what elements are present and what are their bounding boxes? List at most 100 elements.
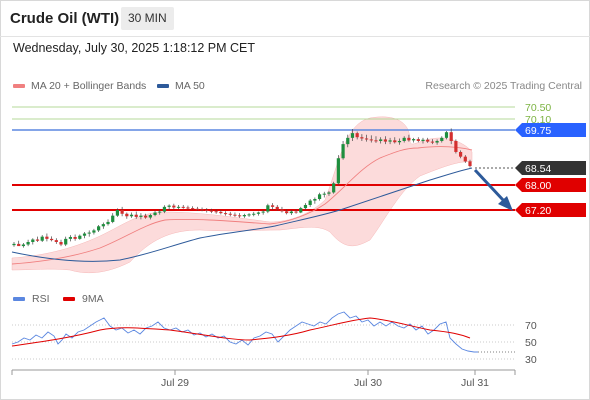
candle-body-up xyxy=(444,132,449,138)
rsi-legend: RSI 9MA xyxy=(13,293,104,305)
candle-body-down xyxy=(294,211,298,213)
candle-body-up xyxy=(31,239,35,242)
price-tag-support-6720: 67.20 xyxy=(515,203,586,217)
candle-body-up xyxy=(40,236,44,241)
candle-body-down xyxy=(219,211,223,214)
candle-body-up xyxy=(12,243,16,246)
candle-body-down xyxy=(430,141,434,143)
candle-body-up xyxy=(78,235,82,239)
candle-body-down xyxy=(50,238,54,241)
candle-body-up xyxy=(26,242,30,245)
candle-body-down xyxy=(45,236,49,239)
candle-body-up xyxy=(252,213,256,215)
9ma-legend-label: 9MA xyxy=(82,293,104,305)
price-tag-6720-text: 67.20 xyxy=(525,205,551,217)
candle-body-up xyxy=(317,194,322,200)
ma50-legend-label: MA 50 xyxy=(175,80,205,92)
candle-body-up xyxy=(68,236,73,239)
candle-body-down xyxy=(374,140,378,142)
candle-body-up xyxy=(346,137,350,145)
candle-body-up xyxy=(148,215,152,218)
candle-body-down xyxy=(270,205,275,207)
candle-body-down xyxy=(280,209,284,212)
candle-body-down xyxy=(35,239,40,241)
legend-ma50: MA 50 xyxy=(157,80,205,92)
rsi-swatch-icon xyxy=(13,297,25,301)
candle-body-down xyxy=(205,210,209,211)
candle-body-up xyxy=(256,212,261,214)
candle-body-down xyxy=(181,206,185,208)
candle-body-up xyxy=(379,139,383,141)
price-tag-resistance-6975: 69.75 xyxy=(515,123,586,137)
candle-body-up xyxy=(64,238,68,245)
widget-header: Crude Oil (WTI) 30 MIN xyxy=(0,0,590,37)
ma20-line xyxy=(11,146,473,265)
candle-body-down xyxy=(186,207,190,209)
candle-body-up xyxy=(106,221,110,225)
candlestick-series xyxy=(12,128,472,248)
price-tag-6800-text: 68.00 xyxy=(525,180,551,192)
candle-body-down xyxy=(134,214,138,217)
candle-body-up xyxy=(313,199,317,201)
candle-body-down xyxy=(200,209,204,211)
candle-body-down xyxy=(191,208,195,210)
candle-body-down xyxy=(209,210,214,212)
candle-body-down xyxy=(383,139,387,142)
interval-button[interactable]: 30 MIN xyxy=(121,7,174,30)
candle-body-up xyxy=(158,211,162,213)
candle-body-up xyxy=(327,192,331,194)
candle-body-down xyxy=(17,243,21,247)
candle-body-down xyxy=(426,139,430,142)
candle-body-up xyxy=(87,232,91,234)
ma50-line xyxy=(11,167,473,262)
research-credit: Research © 2025 Trading Central xyxy=(425,80,582,92)
candle-body-up xyxy=(440,137,444,141)
candle-body-down xyxy=(125,213,129,217)
candle-body-up xyxy=(266,205,270,212)
candle-body-down xyxy=(463,156,467,162)
rsi-tick-30: 30 xyxy=(525,354,537,366)
candle-body-up xyxy=(21,244,26,247)
candle-body-down xyxy=(59,242,63,245)
candle-body-up xyxy=(92,230,96,233)
price-tag-6854-text: 68.54 xyxy=(525,163,551,175)
chart-timestamp: Wednesday, July 30, 2025 1:18:12 PM CET xyxy=(13,41,256,55)
ma20-legend-label: MA 20 + Bollinger Bands xyxy=(31,80,147,92)
candle-body-up xyxy=(435,140,439,143)
candle-body-up xyxy=(115,210,120,216)
candle-body-up xyxy=(139,215,143,217)
candle-body-up xyxy=(308,200,312,205)
candle-body-up xyxy=(242,215,246,217)
price-label-7050: 70.50 xyxy=(525,102,551,114)
candle-body-up xyxy=(101,224,105,227)
forecast-arrow xyxy=(473,168,513,211)
candle-body-up xyxy=(402,137,406,141)
candle-body-down xyxy=(73,236,77,239)
price-tag-last-6854: 68.54 xyxy=(515,161,586,175)
rsi-9ma-line xyxy=(11,317,471,347)
candle-body-down xyxy=(120,210,124,214)
ma20-swatch-icon xyxy=(13,84,25,89)
candle-body-up xyxy=(289,211,293,214)
candle-body-down xyxy=(355,133,359,138)
candle-body-down xyxy=(468,161,472,167)
instrument-title: Crude Oil (WTI) xyxy=(10,10,120,27)
candle-body-down xyxy=(407,137,411,141)
candle-body-down xyxy=(275,206,279,210)
candle-body-down xyxy=(195,208,199,210)
candle-body-up xyxy=(397,140,402,143)
bollinger-band xyxy=(11,116,473,273)
candle-body-up xyxy=(82,233,87,236)
x-label-jul29: Jul 29 xyxy=(161,377,189,389)
candle-body-down xyxy=(416,139,420,141)
candle-body-up xyxy=(176,206,181,208)
candle-body-up xyxy=(322,193,326,195)
candle-body-up xyxy=(336,158,340,184)
candle-body-down xyxy=(393,140,397,143)
candle-body-down xyxy=(360,137,364,139)
candle-body-down xyxy=(458,151,463,157)
rsi-line xyxy=(11,311,478,353)
rsi-legend-label: RSI xyxy=(32,293,50,305)
candle-body-up xyxy=(421,139,425,141)
